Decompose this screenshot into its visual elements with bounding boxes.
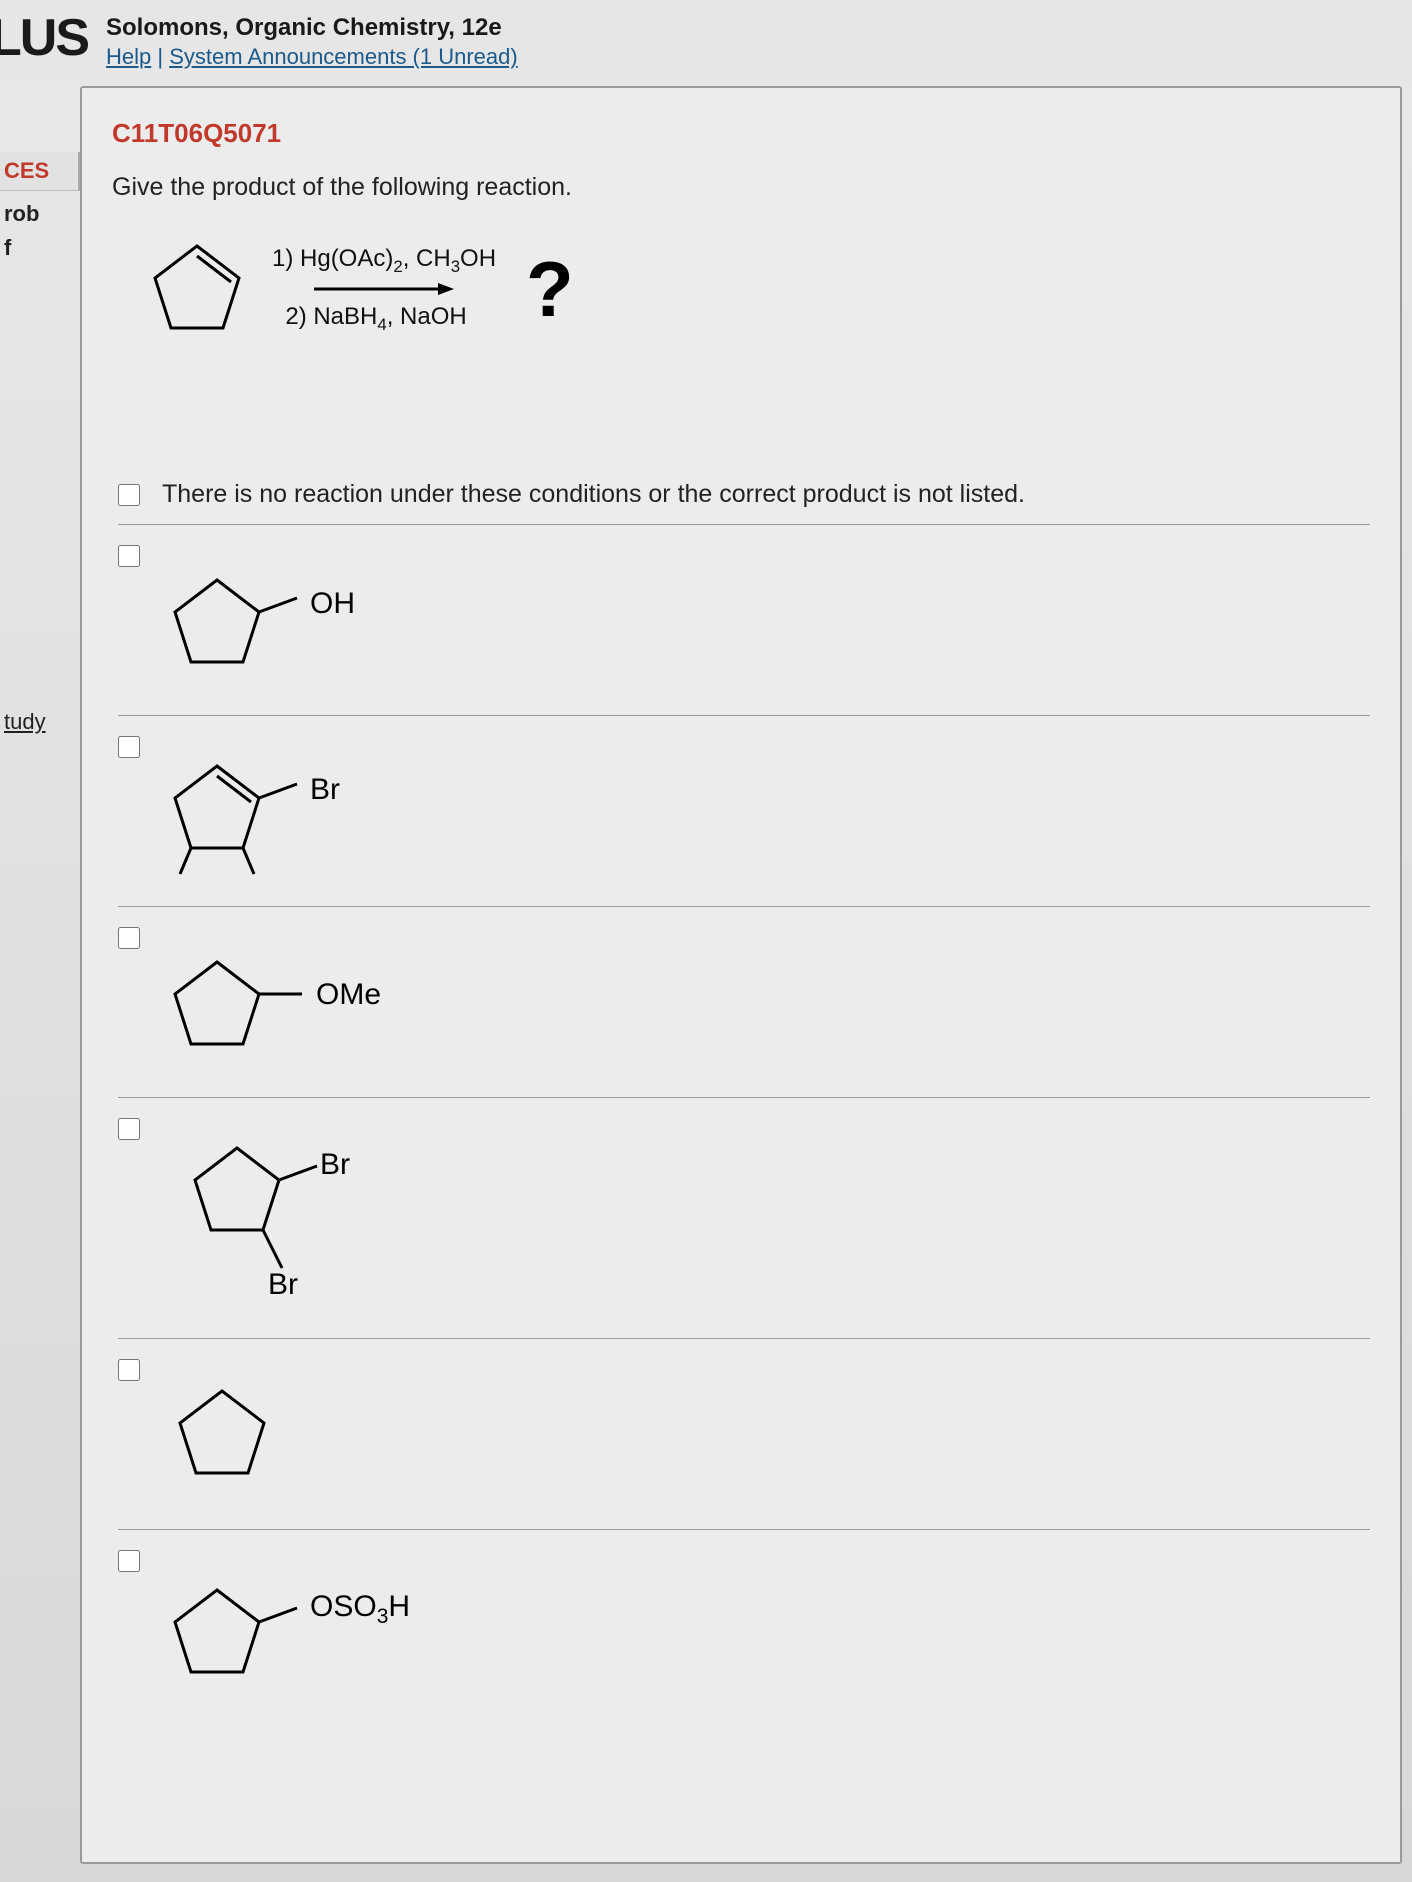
option-7: OSO3H [118,1530,1370,1720]
option-2-checkbox[interactable] [118,545,140,567]
cyclopentane-oso3h-icon [162,1570,332,1680]
reagent-line-1: 1) Hg(OAc)2, CH3OH [272,241,496,279]
content-panel: C11T06Q5071 Give the product of the foll… [80,86,1402,1864]
option-6 [118,1339,1370,1530]
header-bar: LUS Solomons, Organic Chemistry, 12e Hel… [0,0,1412,82]
option-7-label: OSO3H [310,1590,410,1629]
option-1-checkbox[interactable] [118,484,140,506]
sidebar-item-rob[interactable]: rob [0,197,80,231]
option-2-label: OH [310,587,355,621]
announcements-link[interactable]: System Announcements (1 Unread) [169,44,518,69]
option-3-label: Br [310,773,340,807]
logo-text: LUS [0,8,106,68]
option-5-label-top: Br [320,1148,350,1182]
reagents-block: 1) Hg(OAc)2, CH3OH 2) NaBH4, NaOH [272,241,496,337]
option-1-text: There is no reaction under these conditi… [162,480,1025,509]
option-4: OMe [118,907,1370,1098]
option-4-checkbox[interactable] [118,927,140,949]
reaction-scheme: 1) Hg(OAc)2, CH3OH 2) NaBH4, NaOH ? [142,234,1370,344]
sidebar-item-study[interactable]: tudy [0,705,80,739]
option-5-checkbox[interactable] [118,1118,140,1140]
option-4-label: OMe [316,978,381,1012]
app-screen: LUS Solomons, Organic Chemistry, 12e Hel… [0,0,1412,1882]
reactant-structure-icon [142,234,252,344]
body-row: CES rob f tudy C11T06Q5071 Give the prod… [0,82,1412,1874]
option-5: Br Br [118,1098,1370,1339]
option-6-structure [162,1379,282,1489]
reagent-line-2: 2) NaBH4, NaOH [272,299,496,337]
header-links: Help | System Announcements (1 Unread) [106,44,518,70]
cyclopentane-oh-icon [162,560,332,680]
book-title: Solomons, Organic Chemistry, 12e [106,14,518,42]
option-6-checkbox[interactable] [118,1359,140,1381]
answer-options: There is no reaction under these conditi… [112,464,1370,1720]
option-1: There is no reaction under these conditi… [118,464,1370,525]
header-text-block: Solomons, Organic Chemistry, 12e Help | … [106,8,518,70]
option-3-checkbox[interactable] [118,736,140,758]
option-7-checkbox[interactable] [118,1550,140,1572]
question-prompt: Give the product of the following reacti… [112,173,1370,202]
reaction-arrow-icon [272,281,496,297]
separator: | [157,44,169,69]
cyclopentene-br-icon [162,746,332,876]
sidebar: CES rob f tudy [0,82,80,1874]
option-3-structure: Br [162,746,340,876]
sidebar-tab-ces[interactable]: CES [0,152,80,191]
option-5-label-bottom: Br [268,1268,298,1302]
sidebar-item-f[interactable]: f [0,231,80,265]
option-2-structure: OH [162,560,355,680]
option-5-structure: Br Br [162,1118,362,1318]
cyclopentane-icon [162,1379,282,1489]
option-4-structure: OMe [162,942,381,1062]
option-2: OH [118,525,1370,716]
option-3: Br [118,716,1370,907]
option-7-structure: OSO3H [162,1570,410,1680]
question-id: C11T06Q5071 [112,118,1370,149]
question-mark-icon: ? [526,254,574,324]
cyclopentane-ome-icon [162,942,332,1062]
help-link[interactable]: Help [106,44,151,69]
